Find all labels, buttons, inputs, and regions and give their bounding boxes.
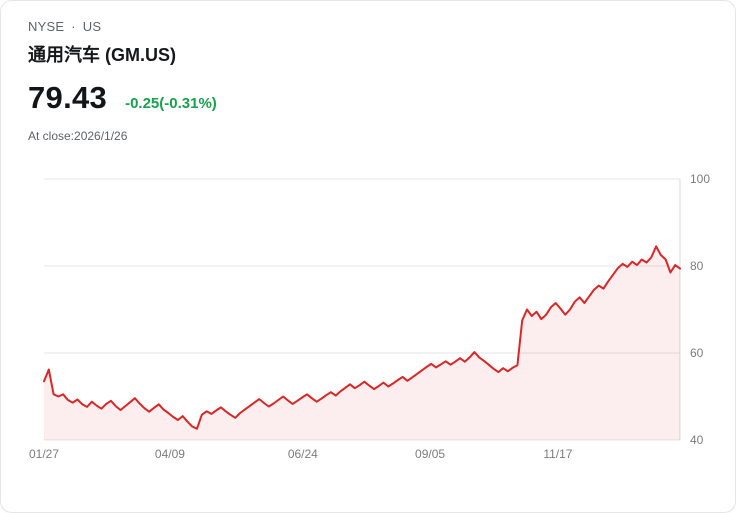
svg-text:11/17: 11/17 — [543, 447, 572, 461]
svg-text:80: 80 — [690, 259, 704, 273]
exchange-name: NYSE — [28, 19, 65, 34]
price-row: 79.43 -0.25(-0.31%) — [28, 80, 735, 116]
separator-dot: · — [71, 19, 76, 34]
price-change: -0.25(-0.31%) — [125, 95, 217, 112]
svg-text:04/09: 04/09 — [155, 447, 185, 461]
as-of-label: At close:2026/1/26 — [28, 129, 128, 143]
svg-text:06/24: 06/24 — [288, 447, 318, 461]
stock-title: 通用汽车 (GM.US) — [28, 45, 176, 65]
svg-text:60: 60 — [690, 346, 704, 360]
exchange-info: NYSE · US — [28, 19, 735, 34]
price-chart[interactable]: 100 80 60 40 01/27 04/09 06/24 09/05 11/17 — [28, 157, 735, 462]
price-chart-svg: 100 80 60 40 01/27 04/09 06/24 09/05 11/17 — [29, 172, 710, 461]
svg-text:09/05: 09/05 — [415, 447, 445, 461]
svg-text:40: 40 — [690, 433, 704, 447]
region-label: US — [82, 19, 102, 34]
stock-price: 79.43 — [28, 80, 108, 115]
svg-text:01/27: 01/27 — [29, 447, 59, 461]
svg-text:100: 100 — [690, 172, 710, 186]
